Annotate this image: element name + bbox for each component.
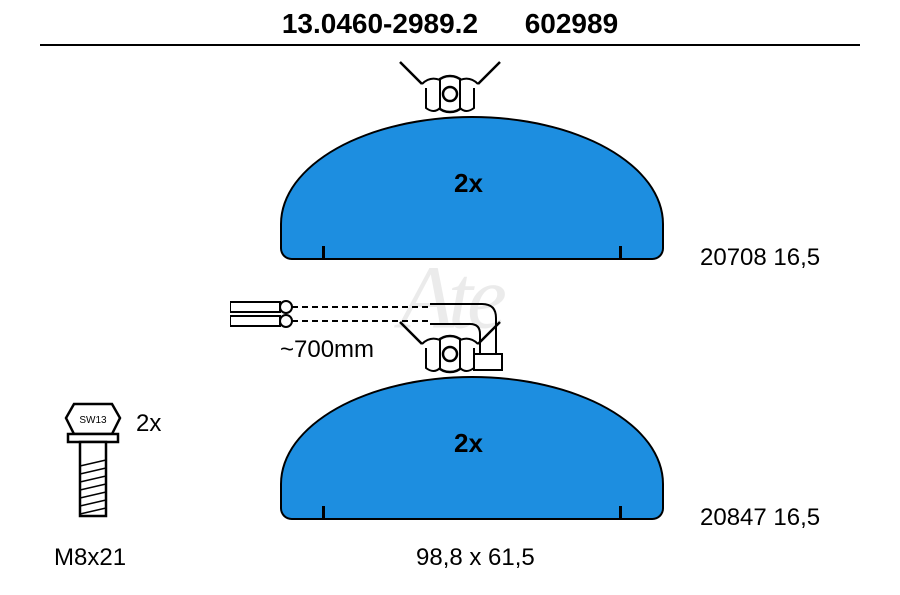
bolt-icon: SW13 [58,400,128,530]
bolt-size: M8x21 [54,544,126,572]
pad-dimensions: 98,8 x 61,5 [416,544,535,572]
part-number-2: 602989 [525,8,618,39]
bottom-clip-icon [390,318,510,382]
top-clip-icon [390,58,510,122]
part-number-1: 13.0460-2989.2 [282,8,478,39]
bolt-qty: 2x [136,410,161,438]
header: 13.0460-2989.2 602989 [0,8,900,40]
bolt-hex-label: SW13 [79,415,107,426]
pad-bottom-code: 20847 16,5 [700,504,820,532]
diagram-container: 13.0460-2989.2 602989 Ate 2x 20708 16,5 … [0,0,900,595]
pad-top-code: 20708 16,5 [700,244,820,272]
wire-length-label: ~700mm [280,336,374,364]
pad-top-qty: 2x [454,168,483,199]
bolt-group: SW13 2x [58,400,128,535]
pad-bottom-qty: 2x [454,428,483,459]
header-divider [40,44,860,46]
